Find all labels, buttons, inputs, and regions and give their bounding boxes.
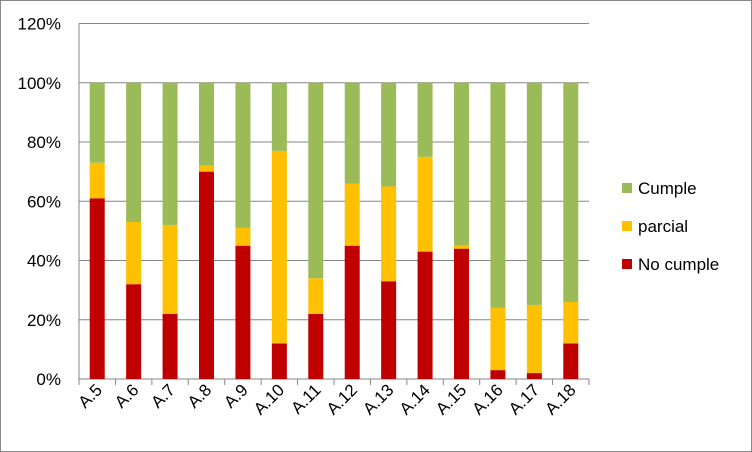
bar-parcial bbox=[199, 165, 214, 172]
bar-no-cumple bbox=[199, 171, 214, 379]
bar-no-cumple bbox=[271, 343, 287, 379]
bar-no-cumple bbox=[89, 198, 105, 379]
bar-no-cumple bbox=[417, 251, 433, 379]
x-tick-label: A.6 bbox=[111, 380, 142, 411]
x-tick-label: A.7 bbox=[147, 380, 178, 411]
legend-swatch bbox=[622, 221, 632, 231]
bar-cumple bbox=[490, 82, 506, 308]
y-tick-label: 80% bbox=[27, 133, 61, 152]
x-tick-label: A.12 bbox=[323, 380, 361, 418]
x-tick-label: A.8 bbox=[184, 380, 215, 411]
bar-no-cumple bbox=[344, 245, 360, 379]
y-tick-label: 100% bbox=[18, 74, 61, 93]
x-tick-label: A.14 bbox=[396, 380, 434, 418]
bar-cumple bbox=[454, 82, 469, 246]
bar-cumple bbox=[563, 82, 579, 302]
bar-cumple bbox=[162, 82, 178, 225]
bar-parcial bbox=[563, 301, 579, 344]
bar-parcial bbox=[162, 224, 178, 314]
bar-no-cumple bbox=[235, 245, 251, 379]
y-tick-label: 20% bbox=[27, 311, 61, 330]
x-tick-label: A.18 bbox=[541, 380, 579, 418]
bar-cumple bbox=[235, 82, 251, 228]
bar-parcial bbox=[526, 304, 542, 374]
bar-cumple bbox=[344, 82, 360, 184]
bar-parcial bbox=[271, 150, 287, 344]
bar-no-cumple bbox=[381, 281, 397, 379]
x-tick-label: A.17 bbox=[505, 380, 543, 418]
x-tick-label: A.15 bbox=[432, 380, 470, 418]
x-tick-label: A.13 bbox=[359, 380, 397, 418]
x-tick-label: A.11 bbox=[287, 380, 324, 417]
bar-parcial bbox=[490, 307, 506, 371]
bar-no-cumple bbox=[308, 313, 324, 379]
bar-cumple bbox=[126, 82, 142, 222]
bar-cumple bbox=[417, 82, 433, 157]
bar-cumple bbox=[308, 82, 324, 279]
bar-cumple bbox=[271, 82, 287, 151]
legend-swatch bbox=[622, 183, 632, 193]
y-tick-label: 120% bbox=[18, 15, 61, 34]
x-tick-label: A.9 bbox=[220, 380, 251, 411]
y-tick-label: 60% bbox=[27, 192, 61, 211]
x-tick-label: A.5 bbox=[75, 380, 106, 411]
bar-parcial bbox=[344, 183, 360, 246]
bar-cumple bbox=[381, 82, 397, 187]
y-tick-label: 0% bbox=[36, 370, 61, 389]
bar-parcial bbox=[381, 186, 397, 282]
bar-cumple bbox=[526, 82, 542, 305]
bar-parcial bbox=[417, 156, 433, 252]
y-tick-label: 40% bbox=[27, 252, 61, 271]
bar-no-cumple bbox=[162, 313, 178, 379]
legend-swatch bbox=[622, 259, 632, 269]
x-tick-label: A.10 bbox=[250, 380, 288, 418]
bar-cumple bbox=[89, 82, 105, 163]
legend-label: No cumple bbox=[638, 255, 719, 274]
bar-parcial bbox=[454, 245, 469, 249]
bar-no-cumple bbox=[526, 373, 542, 379]
bar-cumple bbox=[199, 82, 214, 166]
bar-parcial bbox=[126, 221, 142, 285]
bar-parcial bbox=[235, 227, 251, 246]
bar-no-cumple bbox=[454, 248, 469, 379]
x-tick-label: A.16 bbox=[469, 380, 507, 418]
legend-label: parcial bbox=[638, 217, 688, 236]
bar-no-cumple bbox=[126, 284, 142, 379]
bar-parcial bbox=[308, 278, 324, 314]
legend-label: Cumple bbox=[638, 179, 697, 198]
bar-no-cumple bbox=[563, 343, 579, 379]
bar-no-cumple bbox=[490, 370, 506, 379]
bar-parcial bbox=[89, 162, 105, 199]
